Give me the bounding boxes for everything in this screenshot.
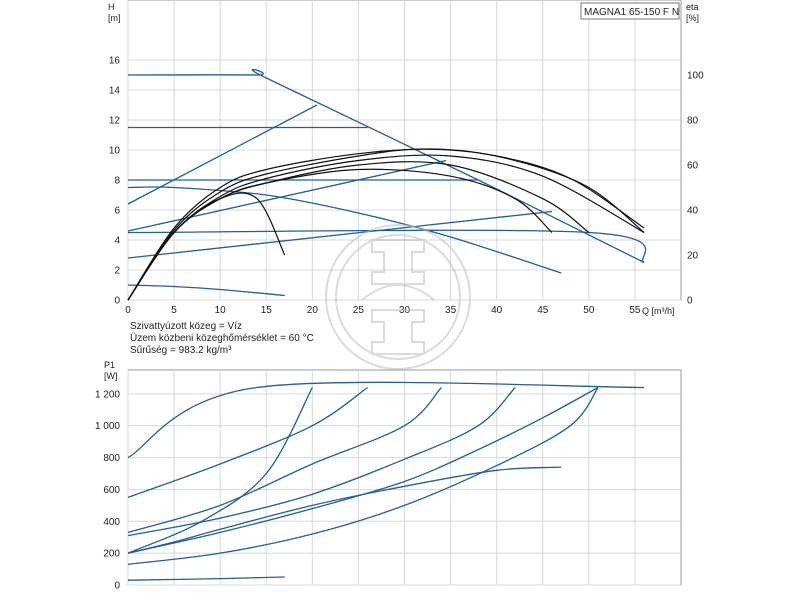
power-curve bbox=[127, 381, 645, 459]
flow-tick-label: 0 bbox=[125, 305, 131, 316]
power-curve bbox=[127, 386, 368, 499]
head-tick-label: 10 bbox=[109, 146, 121, 157]
eta-axis-label-unit: [%] bbox=[686, 13, 699, 23]
efficiency-curve bbox=[127, 154, 645, 301]
eta-tick-label: 100 bbox=[687, 70, 704, 81]
power-tick-label: 1 000 bbox=[95, 421, 120, 432]
power-curve bbox=[127, 387, 442, 534]
head-tick-label: 4 bbox=[114, 236, 120, 247]
head-y-tick-labels: 0 2 4 6 8 10 12 14 16 bbox=[109, 56, 121, 307]
efficiency-curve bbox=[127, 148, 645, 301]
head-tick-label: 8 bbox=[114, 176, 120, 187]
head-grid bbox=[127, 0, 681, 301]
chart-title: MAGNA1 65-150 F N bbox=[584, 7, 679, 18]
flow-tick-label: 15 bbox=[261, 305, 273, 316]
annotation-temperature: Üzem közbeni közeghőmérséklet = 60 °C bbox=[130, 332, 314, 344]
power-curve bbox=[127, 466, 562, 554]
power-curves bbox=[127, 381, 645, 581]
power-curve bbox=[127, 387, 516, 537]
power-y-tick-labels: 0 200 400 600 800 1 000 1 200 bbox=[95, 389, 120, 591]
flow-tick-label: 10 bbox=[215, 305, 227, 316]
head-curve bbox=[127, 229, 647, 264]
power-curve bbox=[127, 387, 599, 565]
head-curve bbox=[127, 104, 318, 205]
eta-tick-label: 0 bbox=[687, 296, 693, 307]
power-tick-label: 400 bbox=[103, 517, 120, 528]
head-tick-label: 14 bbox=[109, 86, 121, 97]
annotation-medium: Szivattyúzott közeg = Víz bbox=[130, 321, 242, 332]
eta-tick-label: 40 bbox=[687, 205, 699, 216]
flow-tick-label: 50 bbox=[583, 305, 595, 316]
power-tick-label: 0 bbox=[114, 581, 120, 592]
power-axis-label-unit: [W] bbox=[104, 371, 118, 381]
flow-tick-label: 20 bbox=[307, 305, 319, 316]
eta-tick-label: 20 bbox=[687, 250, 699, 261]
flow-tick-label: 35 bbox=[445, 305, 457, 316]
annotation-density: Sűrűség = 983.2 kg/m³ bbox=[130, 345, 232, 356]
eta-tick-label: 60 bbox=[687, 160, 699, 171]
head-axis-label-h: H bbox=[108, 2, 115, 12]
head-curve bbox=[127, 186, 562, 274]
power-tick-label: 600 bbox=[103, 485, 120, 496]
efficiency-y-tick-labels: 0 20 40 60 80 100 bbox=[687, 70, 704, 306]
head-tick-label: 0 bbox=[114, 296, 120, 307]
chart-title-box bbox=[580, 2, 680, 20]
power-curve bbox=[127, 387, 313, 554]
power-axis-label-p1: P1 bbox=[104, 360, 115, 370]
flow-tick-label: 5 bbox=[171, 305, 177, 316]
head-curve bbox=[127, 284, 285, 297]
power-chart: 0 200 400 600 800 1 000 1 200 P1 [W] bbox=[95, 360, 682, 592]
power-tick-label: 800 bbox=[103, 453, 120, 464]
power-tick-label: 1 200 bbox=[95, 389, 120, 400]
head-tick-label: 2 bbox=[114, 266, 120, 277]
power-tick-label: 200 bbox=[103, 549, 120, 560]
grundfos-watermark-logo bbox=[325, 224, 471, 370]
flow-tick-label: 45 bbox=[537, 305, 549, 316]
eta-tick-label: 80 bbox=[687, 115, 699, 126]
power-curve bbox=[127, 576, 285, 581]
flow-tick-label: 55 bbox=[629, 305, 641, 316]
head-curve bbox=[127, 68, 645, 264]
head-tick-label: 12 bbox=[109, 116, 121, 127]
head-tick-label: 16 bbox=[109, 56, 121, 67]
head-axis-label-unit: [m] bbox=[108, 13, 121, 23]
head-tick-label: 6 bbox=[114, 206, 120, 217]
power-curve bbox=[127, 386, 599, 554]
efficiency-curve bbox=[127, 148, 645, 301]
flow-axis-label: Q [m³/h] bbox=[642, 306, 675, 316]
flow-tick-label: 25 bbox=[353, 305, 365, 316]
eta-axis-label: eta bbox=[686, 2, 699, 12]
flow-tick-label: 40 bbox=[491, 305, 503, 316]
head-curve bbox=[127, 210, 553, 259]
efficiency-curves bbox=[127, 148, 645, 301]
